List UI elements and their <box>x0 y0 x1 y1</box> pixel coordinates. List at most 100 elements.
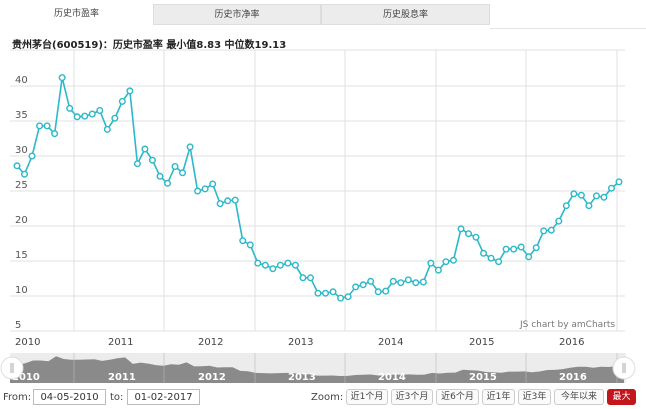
data-point[interactable] <box>329 288 337 296</box>
data-point[interactable] <box>291 261 299 269</box>
data-point[interactable] <box>427 259 435 267</box>
data-point[interactable] <box>58 74 66 82</box>
to-date-input[interactable]: 01-02-2017 <box>127 389 200 405</box>
data-point[interactable] <box>502 245 510 253</box>
data-point[interactable] <box>224 197 232 205</box>
scrollbar-right-handle[interactable] <box>612 356 636 380</box>
data-point[interactable] <box>254 259 262 267</box>
data-point[interactable] <box>495 258 503 266</box>
data-point[interactable] <box>397 279 405 287</box>
data-point[interactable] <box>103 125 111 133</box>
data-point[interactable] <box>412 279 420 287</box>
data-point[interactable] <box>163 179 171 187</box>
data-point[interactable] <box>73 113 81 121</box>
data-point[interactable] <box>51 130 59 138</box>
data-point[interactable] <box>457 225 465 233</box>
data-point[interactable] <box>592 192 600 200</box>
data-point[interactable] <box>607 184 615 192</box>
data-point[interactable] <box>472 233 480 241</box>
tab-dividend-yield[interactable]: 历史股息率 <box>321 4 490 25</box>
data-point[interactable] <box>419 278 427 286</box>
data-point[interactable] <box>540 227 548 235</box>
data-point[interactable] <box>465 230 473 238</box>
data-point[interactable] <box>442 258 450 266</box>
data-point[interactable] <box>306 274 314 282</box>
data-point[interactable] <box>404 276 412 284</box>
data-point[interactable] <box>186 143 194 151</box>
data-point[interactable] <box>13 162 21 170</box>
data-point[interactable] <box>480 249 488 257</box>
zoom-max-button[interactable]: 最大 <box>607 389 636 405</box>
data-point[interactable] <box>81 112 89 120</box>
data-point[interactable] <box>171 162 179 170</box>
from-date-input[interactable]: 04-05-2010 <box>33 389 106 405</box>
data-point[interactable] <box>352 283 360 291</box>
data-point[interactable] <box>66 104 74 112</box>
data-point[interactable] <box>28 152 36 160</box>
data-point[interactable] <box>570 190 578 198</box>
data-point[interactable] <box>382 287 390 295</box>
data-point[interactable] <box>615 178 623 186</box>
zoom-1m-button[interactable]: 近1个月 <box>346 389 388 405</box>
data-point[interactable] <box>389 277 397 285</box>
data-point[interactable] <box>600 193 608 201</box>
scrollbar-left-handle[interactable] <box>0 356 24 380</box>
data-point[interactable] <box>449 256 457 264</box>
data-point[interactable] <box>314 289 322 297</box>
zoom-6m-button[interactable]: 近6个月 <box>436 389 479 405</box>
data-point[interactable] <box>88 110 96 118</box>
data-point[interactable] <box>517 243 525 251</box>
data-point[interactable] <box>141 145 149 153</box>
data-point[interactable] <box>43 122 51 130</box>
data-point[interactable] <box>126 87 134 95</box>
data-point[interactable] <box>359 281 367 289</box>
data-point[interactable] <box>585 202 593 210</box>
data-point[interactable] <box>261 261 269 269</box>
data-point[interactable] <box>246 241 254 249</box>
tab-pb[interactable]: 历史市净率 <box>153 4 321 25</box>
data-point[interactable] <box>510 245 518 253</box>
scrollbar-year-label: 2011 <box>108 372 136 383</box>
data-point[interactable] <box>231 196 239 204</box>
data-point[interactable] <box>374 288 382 296</box>
data-point[interactable] <box>194 187 202 195</box>
tab-divider <box>490 28 646 29</box>
data-point[interactable] <box>532 244 540 252</box>
tab-pe[interactable]: 历史市盈率 <box>0 4 153 25</box>
amcharts-credit[interactable]: JS chart by amCharts <box>520 320 616 330</box>
data-point[interactable] <box>337 294 345 302</box>
data-point[interactable] <box>179 169 187 177</box>
data-point[interactable] <box>201 185 209 193</box>
data-point[interactable] <box>367 277 375 285</box>
data-point[interactable] <box>547 226 555 234</box>
data-point[interactable] <box>133 160 141 168</box>
zoom-3y-button[interactable]: 近3年 <box>518 389 551 405</box>
zoom-ytd-button[interactable]: 今年以来 <box>554 389 604 405</box>
data-point[interactable] <box>434 266 442 274</box>
data-point[interactable] <box>148 156 156 164</box>
data-point[interactable] <box>156 172 164 180</box>
data-point[interactable] <box>487 254 495 262</box>
data-point[interactable] <box>525 253 533 261</box>
data-point[interactable] <box>96 106 104 114</box>
data-point[interactable] <box>21 170 29 178</box>
data-point[interactable] <box>111 114 119 122</box>
data-point[interactable] <box>577 191 585 199</box>
data-point[interactable] <box>562 202 570 210</box>
zoom-1y-button[interactable]: 近1年 <box>482 389 515 405</box>
data-point[interactable] <box>216 200 224 208</box>
data-point[interactable] <box>239 237 247 245</box>
y-tick-label: 5 <box>15 320 21 331</box>
data-point[interactable] <box>36 122 44 130</box>
data-point[interactable] <box>209 180 217 188</box>
data-point[interactable] <box>299 274 307 282</box>
data-point[interactable] <box>284 259 292 267</box>
data-point[interactable] <box>269 265 277 273</box>
zoom-3m-button[interactable]: 近3个月 <box>391 389 433 405</box>
data-point[interactable] <box>276 261 284 269</box>
data-point[interactable] <box>555 217 563 225</box>
data-point[interactable] <box>344 293 352 301</box>
data-point[interactable] <box>322 289 330 297</box>
data-point[interactable] <box>118 97 126 105</box>
